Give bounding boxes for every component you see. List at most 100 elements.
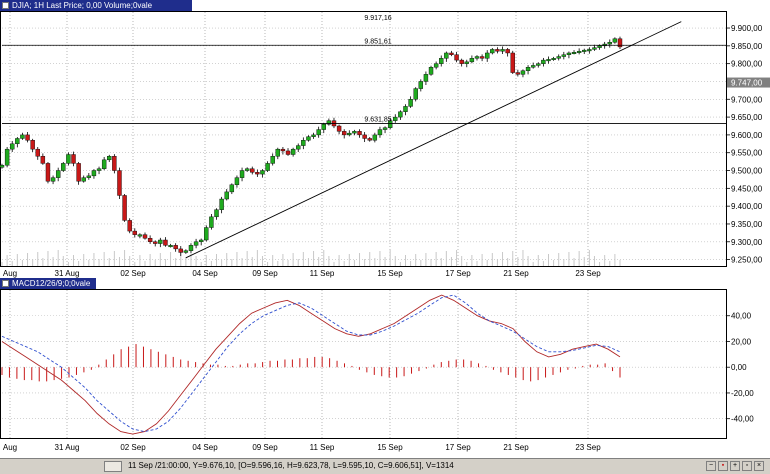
candle-body — [377, 129, 383, 136]
date-axis-strip-bottom — [0, 440, 727, 452]
candle-body — [112, 156, 117, 171]
candle-body — [341, 131, 347, 136]
candle-body — [137, 234, 143, 237]
candle-body — [91, 170, 97, 177]
crosshair-readout: 11 Sep /21:00:00, Y=9.676,10, [O=9.596,1… — [128, 461, 454, 470]
level-label: 9.851,61 — [364, 38, 391, 45]
candle-body — [592, 47, 597, 50]
legend-toggle-icon[interactable] — [2, 2, 9, 9]
date-label: 11 Sep — [310, 269, 335, 278]
macd-panel-frame — [0, 289, 727, 439]
price-legend[interactable]: DJIA; 1H Last Price; 0,00 Volume;0vale — [0, 0, 192, 11]
legend-toggle-icon[interactable] — [2, 280, 9, 287]
candle-body — [454, 54, 459, 61]
date-label: 15 Sep — [377, 443, 403, 452]
candle-body — [193, 241, 199, 246]
candle-body — [163, 239, 168, 246]
candle-body — [464, 61, 469, 64]
candle-body — [571, 52, 577, 54]
candle-body — [30, 140, 35, 150]
y-tick-label: 9.700,00 — [731, 95, 763, 104]
date-label: 17 Sep — [445, 443, 471, 452]
candle-body — [40, 156, 46, 164]
date-label: 02 Sep — [120, 269, 146, 278]
candle-body — [260, 170, 265, 175]
y-tick-label: 20,00 — [731, 337, 752, 346]
candle-body — [485, 52, 490, 59]
candle-body — [45, 163, 51, 182]
candle-body — [4, 148, 10, 166]
y-tick-label: 9.850,00 — [731, 42, 763, 51]
price-legend-label: DJIA; 1H Last Price; 0,00 Volume;0vale — [12, 1, 153, 10]
candle-body — [495, 49, 500, 52]
candle-body — [582, 49, 587, 52]
candle-body — [127, 220, 132, 232]
candle-body — [612, 38, 618, 43]
candle-body — [551, 58, 556, 61]
zoom-in-icon[interactable]: + — [730, 461, 740, 471]
candle-body — [270, 156, 275, 164]
candle-body — [530, 65, 536, 68]
date-label: Aug — [3, 443, 17, 452]
chart-canvas[interactable]: 9.917,16 9.851,61 9.631,85 9.900,00 9.850,0… — [0, 0, 770, 458]
candle-body — [178, 248, 183, 253]
price-panel-frame — [0, 11, 727, 267]
date-label: 11 Sep — [310, 443, 335, 452]
candle-body — [168, 245, 173, 248]
y-tick-label: 9.650,00 — [731, 113, 763, 122]
pin-icon[interactable]: ▪ — [718, 461, 728, 471]
level-label: 9.917,16 — [364, 15, 391, 22]
close-icon[interactable]: × — [754, 461, 764, 471]
candle-body — [306, 136, 311, 141]
y-tick-label: 9.400,00 — [731, 202, 763, 211]
zoom-out-icon[interactable]: − — [706, 461, 716, 471]
price-axis-area — [727, 11, 770, 267]
candle-body — [142, 234, 148, 239]
candle-body — [86, 175, 92, 178]
volume-bars — [1, 250, 621, 266]
candle-body — [398, 111, 403, 118]
macd-line — [1, 294, 621, 435]
candle-body — [296, 145, 301, 150]
macd-legend[interactable]: MACD12/26/9;0;0vale — [0, 278, 96, 289]
candle-body — [188, 245, 194, 251]
candle-body — [280, 148, 286, 152]
candle-body — [117, 170, 122, 196]
candle-body — [439, 58, 444, 64]
y-tick-label: 0,00 — [731, 363, 747, 372]
candle-body — [556, 56, 561, 59]
candle-body — [76, 163, 81, 182]
candle-body — [158, 239, 163, 244]
candle-body — [459, 59, 464, 64]
y-tick-label: 9.450,00 — [731, 184, 763, 193]
candle-body — [587, 49, 592, 52]
candle-body — [15, 138, 20, 145]
candle-body — [244, 168, 250, 171]
date-label: 04 Sep — [192, 269, 218, 278]
candle-body — [382, 127, 388, 130]
date-label: 09 Sep — [252, 443, 278, 452]
candle-body — [10, 143, 15, 150]
candle-body — [352, 131, 357, 134]
candle-body — [107, 156, 112, 161]
candle-body — [173, 245, 178, 250]
candle-body — [413, 88, 418, 100]
candle-body — [316, 129, 321, 136]
candle-body — [265, 163, 270, 171]
candle-body — [541, 59, 546, 64]
candle-body — [469, 58, 475, 63]
scroll-thumb[interactable] — [104, 461, 122, 472]
candle-body — [387, 120, 393, 128]
settings-icon[interactable]: ▫ — [742, 461, 752, 471]
candle-body — [597, 45, 602, 48]
last-price-label: 9.747,00 — [731, 79, 763, 88]
candle-body — [362, 134, 367, 139]
candle-body — [290, 148, 296, 155]
candle-body — [214, 209, 219, 218]
candle-body — [336, 125, 342, 132]
date-label: 31 Aug — [55, 443, 80, 452]
candle-body — [153, 241, 158, 244]
candle-body — [505, 49, 510, 54]
last-price-marker — [727, 77, 770, 88]
candle-body — [576, 50, 582, 53]
